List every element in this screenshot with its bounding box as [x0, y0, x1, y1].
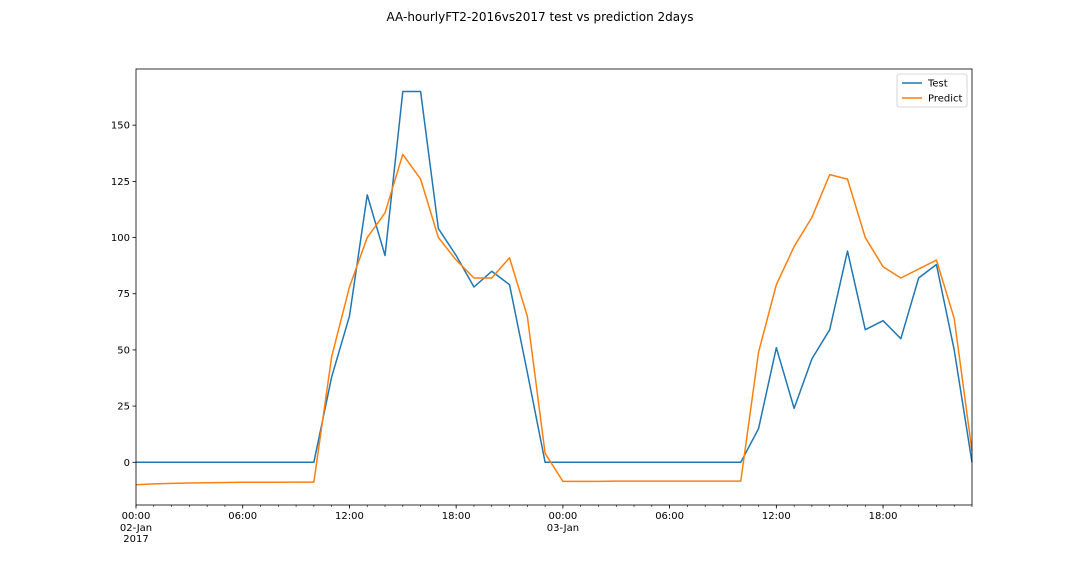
- y-axis: 0 25 50 75 100 125 150: [111, 121, 136, 469]
- x-major-tick-label: 00:00: [122, 511, 151, 522]
- series-line-test: [136, 90, 973, 464]
- x-tick-label: 12:00: [335, 511, 364, 522]
- chart-title: AA-hourlyFT2-2016vs2017 test vs predicti…: [386, 10, 694, 24]
- y-tick-label: 0: [124, 458, 130, 469]
- legend-label-predict: Predict: [928, 94, 963, 105]
- plot-marks: [135, 90, 973, 486]
- y-tick-label: 100: [111, 233, 130, 244]
- series-line-predict: [135, 153, 973, 486]
- x-major-tick-date: 02-Jan: [120, 523, 152, 534]
- legend-label-test: Test: [927, 79, 948, 90]
- y-tick-label: 50: [117, 345, 130, 356]
- y-tick-label: 75: [117, 289, 130, 300]
- x-major-tick-label: 00:00: [548, 511, 577, 522]
- y-tick-label: 125: [111, 177, 130, 188]
- x-tick-label: 18:00: [442, 511, 471, 522]
- x-axis: 06:00 12:00 18:00 06:00 12:00 18:0000:0002-Ja…: [120, 505, 973, 545]
- y-tick-label: 150: [111, 121, 130, 132]
- x-tick-label: 12:00: [762, 511, 791, 522]
- x-tick-label: 18:00: [869, 511, 898, 522]
- legend: Test Predict: [896, 73, 968, 108]
- x-tick-label: 06:00: [655, 511, 684, 522]
- x-tick-label: 06:00: [228, 511, 257, 522]
- x-major-tick-year: 2017: [123, 534, 148, 545]
- axes-frame: [135, 68, 973, 506]
- x-major-tick-date: 03-Jan: [547, 523, 579, 534]
- y-tick-label: 25: [117, 402, 130, 413]
